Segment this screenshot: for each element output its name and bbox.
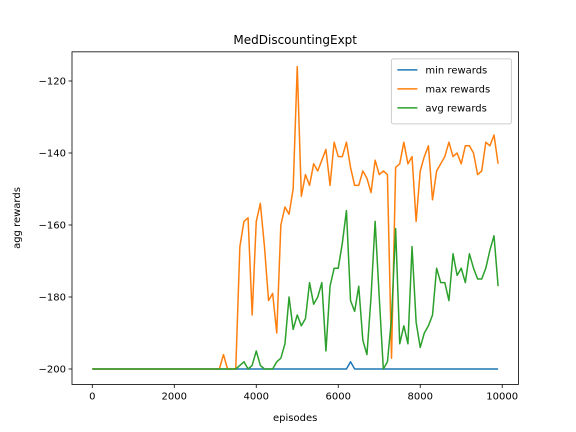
- y-tick-label: −120: [39, 77, 66, 88]
- y-axis-label: agg rewards: [12, 187, 23, 249]
- legend-label: max rewards: [425, 84, 490, 95]
- legend-label: min rewards: [425, 65, 487, 76]
- y-tick-label: −160: [39, 221, 66, 232]
- x-tick-label: 6000: [326, 391, 351, 402]
- y-tick-label: −140: [39, 149, 66, 160]
- series-line: [92, 361, 499, 370]
- axes-frame: [71, 51, 519, 385]
- x-tick-label: 4000: [244, 391, 269, 402]
- series-line: [92, 209, 499, 370]
- x-tick-label: 2000: [162, 391, 187, 402]
- legend-label: avg rewards: [425, 103, 486, 114]
- x-tick-label: 10000: [486, 391, 518, 402]
- y-tick-label: −180: [39, 293, 66, 304]
- x-axis-label: episodes: [273, 413, 317, 424]
- chart-title: MedDiscountingExpt: [233, 33, 357, 47]
- x-tick-label: 0: [89, 391, 95, 402]
- x-tick-label: 8000: [407, 391, 432, 402]
- legend-box: [390, 58, 512, 125]
- y-tick-label: −200: [39, 365, 66, 376]
